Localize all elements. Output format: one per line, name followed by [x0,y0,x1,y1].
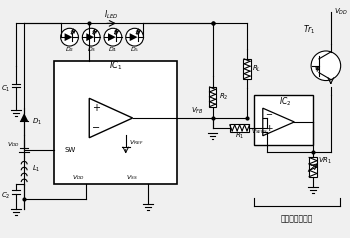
Text: 周圍照度感測部: 周圍照度感測部 [281,214,313,223]
Bar [243,59,251,79]
Text: $C_1$: $C_1$ [1,83,10,94]
Circle shape [82,28,100,46]
Text: +: + [92,103,100,113]
Text: $D_2$: $D_2$ [65,45,74,55]
Circle shape [61,28,78,46]
Text: $D_3$: $D_3$ [87,45,96,55]
Text: +: + [265,124,272,133]
Text: SW: SW [65,147,76,153]
Polygon shape [263,108,294,136]
Text: $V_{FB}$: $V_{FB}$ [191,106,204,116]
Polygon shape [89,98,133,138]
Text: $V_{DD}$: $V_{DD}$ [334,6,348,17]
Circle shape [104,28,122,46]
Text: $R_L$: $R_L$ [252,64,261,74]
Text: $Tr_1$: $Tr_1$ [303,23,316,35]
Text: $V_{REF}$: $V_{REF}$ [129,138,144,147]
Text: $IC_1$: $IC_1$ [109,60,122,72]
Text: $I_{LED}$: $I_{LED}$ [104,8,118,21]
Bar [230,124,250,132]
Bar [254,95,313,145]
Text: $D_1$: $D_1$ [32,117,42,127]
Text: $C_2$: $C_2$ [1,191,10,201]
Polygon shape [20,113,28,121]
Text: $VR_1$: $VR_1$ [318,156,332,167]
Text: $L_1$: $L_1$ [32,164,41,174]
Bar [309,158,317,177]
Polygon shape [65,33,72,41]
Polygon shape [130,33,138,41]
Text: $R_2$: $R_2$ [219,92,229,102]
Text: $V_{SENS}$: $V_{SENS}$ [251,127,268,136]
Circle shape [126,28,144,46]
Text: $V_{DD}$: $V_{DD}$ [71,173,84,182]
Text: −: − [92,123,100,133]
Bar [54,61,177,184]
Text: −: − [265,111,272,119]
Circle shape [311,51,341,80]
Polygon shape [86,33,94,41]
Text: $V_{DD}$: $V_{DD}$ [7,140,20,149]
Polygon shape [108,33,116,41]
Bar [209,87,216,107]
Text: $V_{SS}$: $V_{SS}$ [126,173,138,182]
Text: $D_5$: $D_5$ [130,45,139,55]
Text: $IC_2$: $IC_2$ [279,95,292,108]
Text: $R_1$: $R_1$ [235,131,244,141]
Text: $D_4$: $D_4$ [108,45,118,55]
